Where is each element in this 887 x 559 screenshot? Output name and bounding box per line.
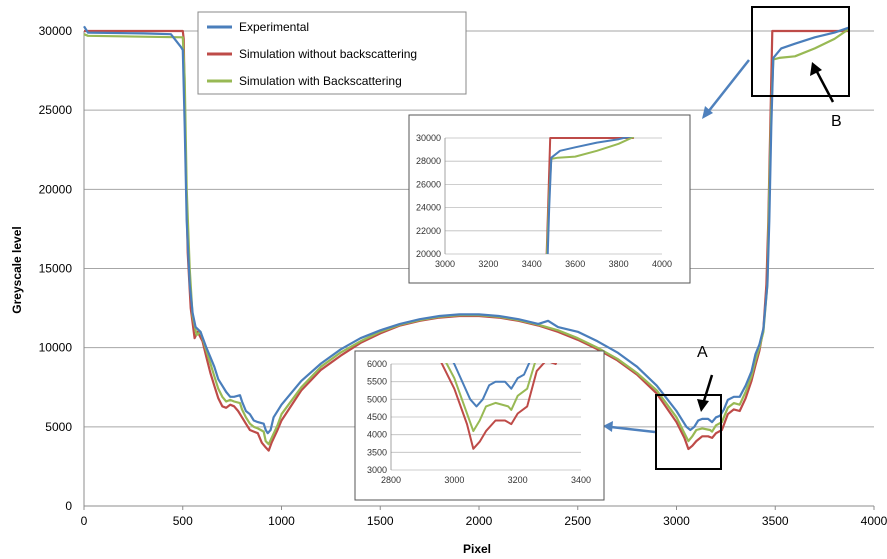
y-axis-title: Greyscale level [10,226,24,313]
main-y-tick-labels: 0 5000 10000 15000 20000 25000 30000 [39,24,73,513]
inset-zoom-b: 20000 22000 24000 26000 28000 30000 3000 3200 34… [408,114,691,284]
inset-x-tick-label-4000: 4000 [652,259,672,269]
inset-y-tick-label-5000: 5000 [367,394,387,404]
y-tick-label-10000: 10000 [39,341,73,355]
inset-series-line-simulation-without-backscattering [440,363,558,450]
connector-arrow-a [610,425,656,434]
x-axis-title: Pixel [463,542,491,556]
x-tick-label-500: 500 [173,514,193,528]
annotation-arrow-a [701,374,714,405]
inset-x-tick-label-3400: 3400 [522,259,542,269]
y-tick-label-15000: 15000 [39,262,73,276]
inset-y-tick-label-4000: 4000 [367,430,387,440]
inset-x-tick-label-3800: 3800 [609,259,629,269]
inset-x-tick-label-3200: 3200 [478,259,498,269]
x-tick-label-2000: 2000 [466,514,493,528]
x-tick-label-0: 0 [81,514,88,528]
annotation-label-b: B [831,113,842,130]
y-tick-label-20000: 20000 [39,182,73,196]
inset-y-tick-label-24000: 24000 [416,203,441,213]
y-tick-label-30000: 30000 [39,24,73,38]
legend-label-experimental: Experimental [239,20,309,34]
inset-y-tick-label-30000: 30000 [416,133,441,143]
inset-y-tick-label-3000: 3000 [367,465,387,475]
inset-x-tick-label-3000: 3000 [444,475,464,485]
inset-x-tick-label-3400: 3400 [571,475,591,485]
inset-x-tick-label-3200: 3200 [508,475,528,485]
annotation-label-a: A [697,344,708,361]
inset-frame [354,350,605,501]
annotation-arrowhead-b [810,62,822,76]
legend-label-simulation-with-backscattering: Simulation with Backscattering [239,74,402,88]
legend: Experimental Simulation without backscat… [197,11,467,95]
x-tick-label-2500: 2500 [564,514,591,528]
main-series-group [83,25,849,452]
main-x-tick-labels: 0 500 1000 1500 2000 2500 3000 3500 4000 [81,506,887,528]
inset-x-tick-label-3600: 3600 [565,259,585,269]
series-line-experimental [83,25,849,435]
x-tick-label-4000: 4000 [861,514,887,528]
highlight-box-b [751,6,850,97]
inset-y-tick-label-4500: 4500 [367,412,387,422]
inset-series-group [440,363,558,450]
inset-x-tick-label-3000: 3000 [435,259,455,269]
connector-arrowhead-a [603,421,613,432]
highlight-box-a [655,394,722,470]
inset-y-tick-label-22000: 22000 [416,226,441,236]
inset-x-tick-label-2800: 2800 [381,475,401,485]
x-tick-label-3000: 3000 [663,514,690,528]
inset-y-tick-label-26000: 26000 [416,179,441,189]
y-tick-label-25000: 25000 [39,103,73,117]
legend-box [197,11,467,95]
connector-arrow-b [707,59,750,113]
inset-y-tick-label-28000: 28000 [416,156,441,166]
connector-arrowhead-b [702,106,713,119]
x-tick-label-1000: 1000 [268,514,295,528]
y-tick-label-0: 0 [65,499,72,513]
x-tick-label-3500: 3500 [762,514,789,528]
annotation-arrow-b [813,67,835,103]
inset-y-tick-label-3500: 3500 [367,447,387,457]
annotation-arrowhead-a [697,399,709,412]
y-tick-label-5000: 5000 [45,420,72,434]
inset-y-tick-label-20000: 20000 [416,249,441,259]
inset-y-tick-label-6000: 6000 [367,359,387,369]
inset-y-tick-label-5500: 5500 [367,377,387,387]
x-tick-label-1500: 1500 [367,514,394,528]
legend-label-simulation-without-backscattering: Simulation without backscattering [239,47,417,61]
